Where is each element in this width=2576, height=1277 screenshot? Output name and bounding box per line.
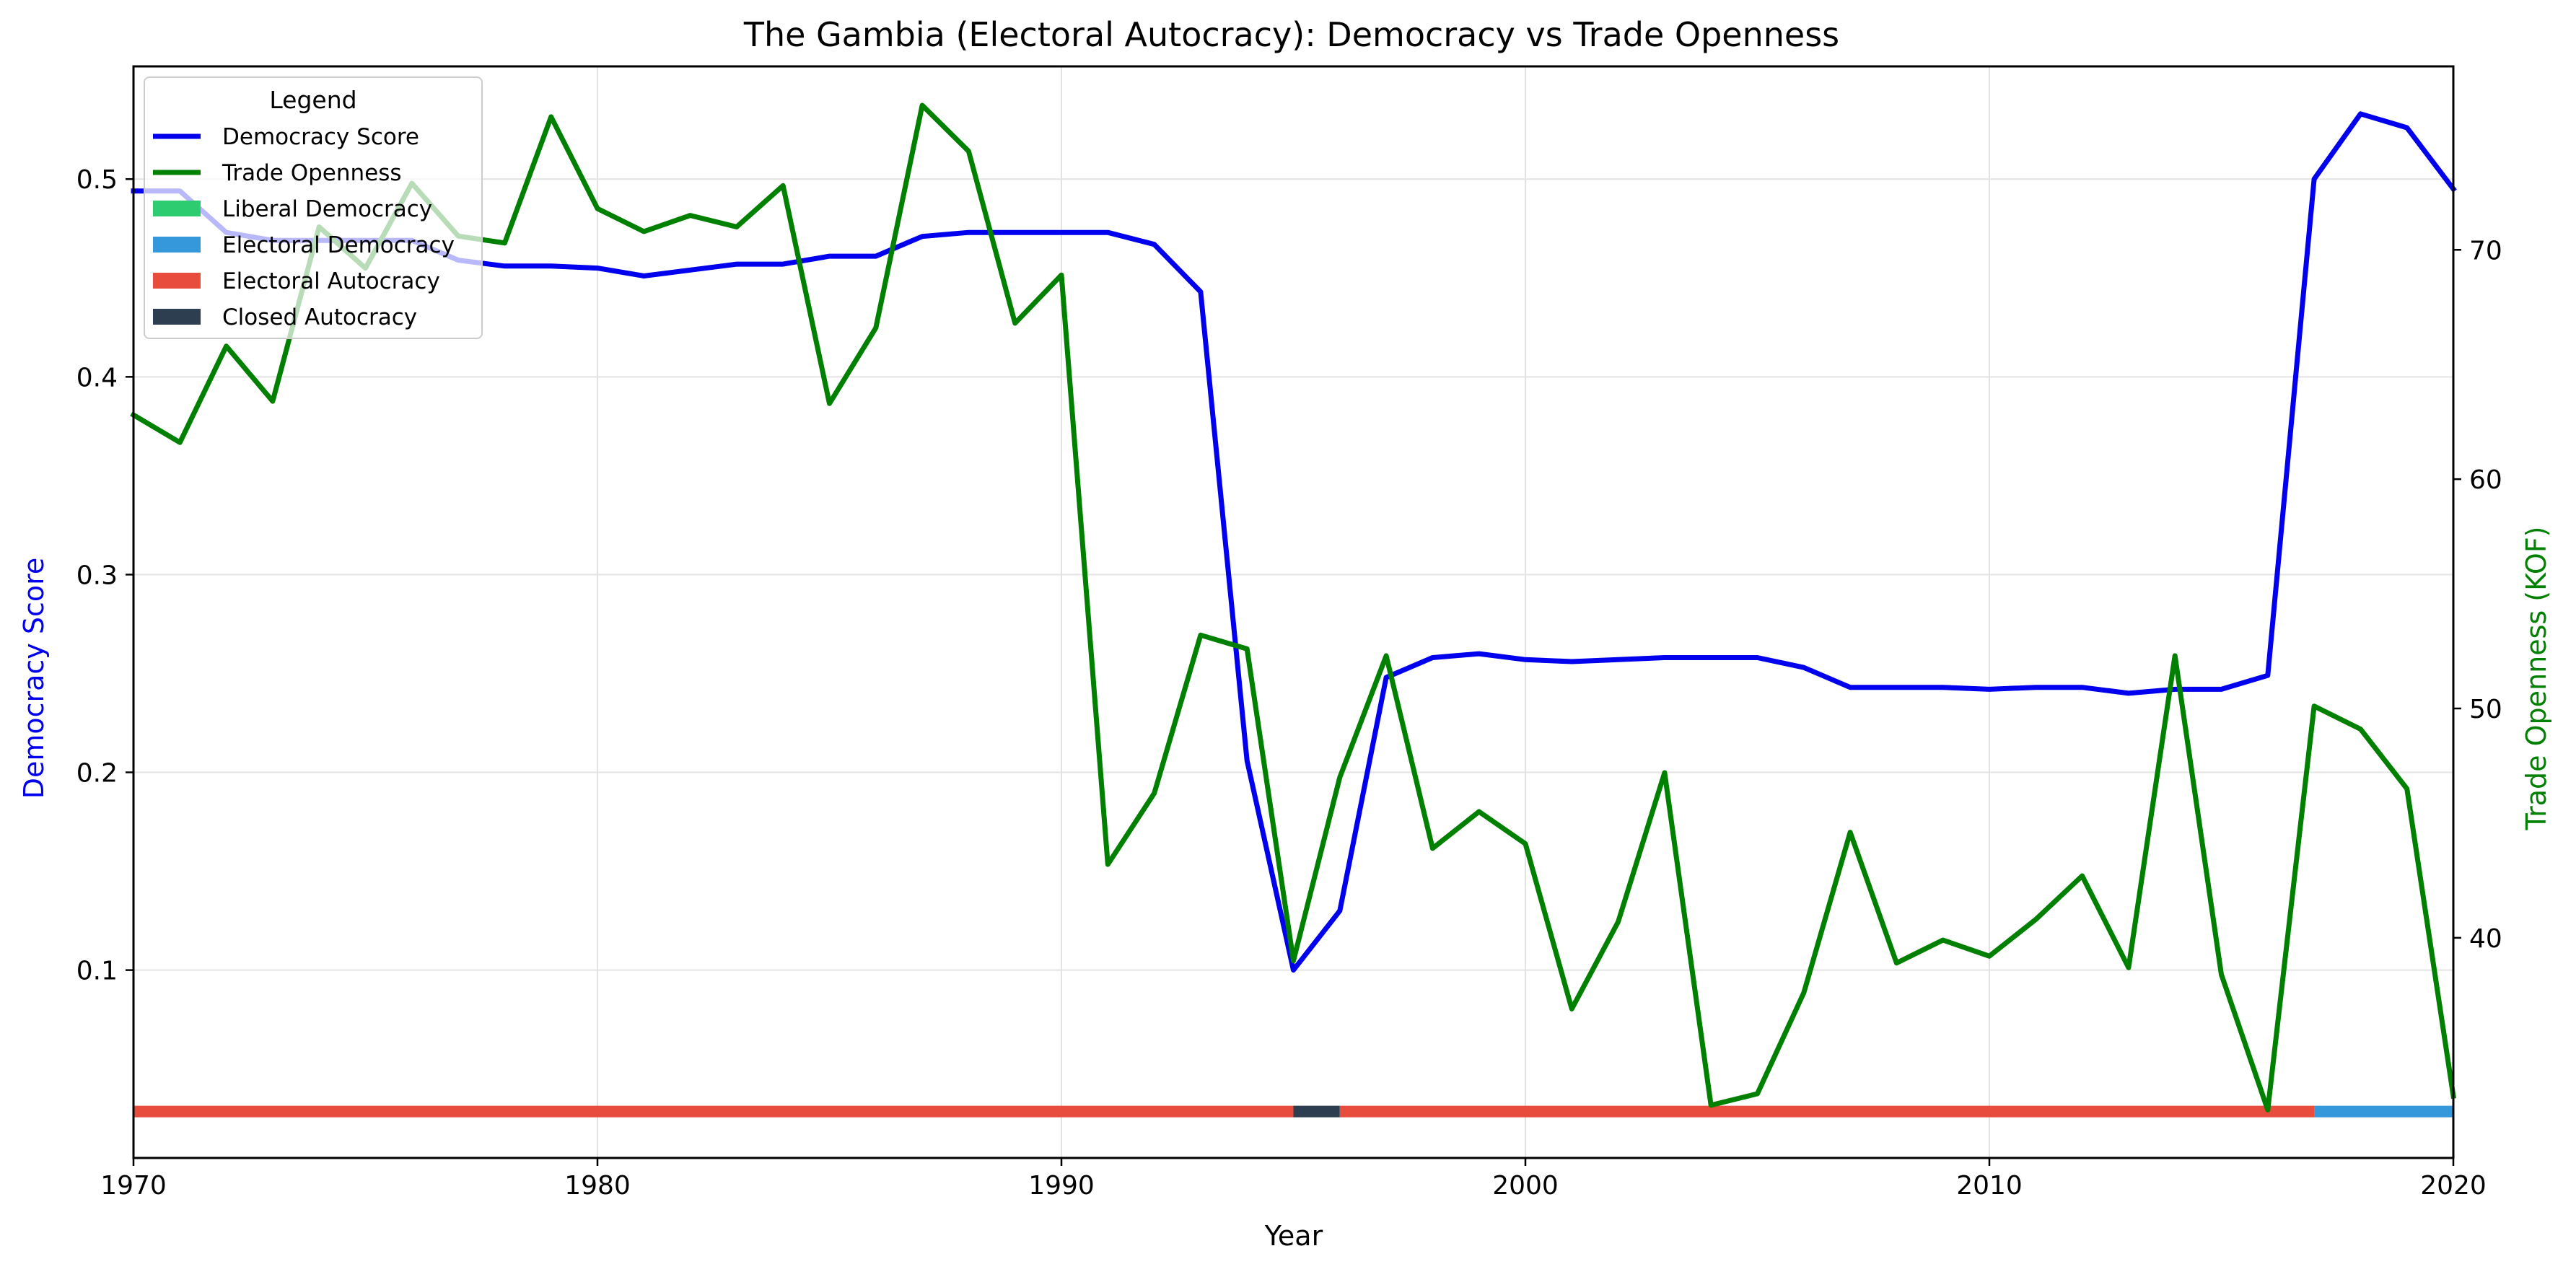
legend-patch-swatch: [153, 273, 201, 289]
plot-frame: [132, 65, 2455, 1159]
y-left-tick-label: 0.2: [76, 759, 118, 789]
legend: Legend Democracy Score Trade Openness Liber…: [144, 76, 483, 339]
y-left-tick-label: 0.5: [76, 165, 118, 195]
legend-label: Democracy Score: [222, 124, 419, 150]
x-tick-label: 2010: [1956, 1171, 2023, 1201]
axes: 1970 1980 1990 2000 2010 2020 0.1 0.2 0.3 0.4 0.5 4…: [76, 65, 2502, 1201]
legend-label: Closed Autocracy: [222, 304, 417, 330]
x-tick-label: 1970: [100, 1171, 167, 1201]
y-left-tick-label: 0.1: [76, 957, 118, 986]
x-tick-label: 1980: [564, 1171, 631, 1201]
legend-label: Trade Openness: [222, 160, 402, 186]
y-left-tick-label: 0.3: [76, 561, 118, 590]
legend-patch-swatch: [153, 201, 201, 216]
y-right-tick-label: 70: [2469, 236, 2502, 266]
legend-label: Electoral Democracy: [222, 232, 455, 258]
legend-patch-swatch: [153, 237, 201, 253]
y-right-tick-label: 50: [2469, 695, 2502, 724]
y-right-tick-label: 60: [2469, 465, 2502, 495]
y-axis-right-label: Trade Openness (KOF): [2520, 526, 2552, 830]
legend-patch-swatch: [153, 309, 201, 325]
y-right-tick-label: 40: [2469, 924, 2502, 954]
trade-openness-line: [130, 102, 2456, 1113]
x-tick-label: 1990: [1028, 1171, 1095, 1201]
legend-box: [144, 76, 483, 339]
x-axis-label: Year: [1264, 1220, 1323, 1252]
y-left-tick-label: 0.4: [76, 363, 118, 392]
grid-lines: [133, 66, 2454, 1158]
x-tick-label: 2020: [2420, 1171, 2487, 1201]
x-tick-label: 2000: [1492, 1171, 1559, 1201]
legend-label: Electoral Autocracy: [222, 268, 440, 294]
y-axis-left-label: Democracy Score: [18, 558, 50, 799]
chart-title: The Gambia (Electoral Autocracy): Democr…: [743, 15, 1839, 54]
legend-label: Liberal Democracy: [222, 196, 432, 222]
democracy-score-line: [131, 111, 2457, 973]
series-lines: [130, 102, 2457, 1113]
legend-title: Legend: [269, 86, 356, 114]
